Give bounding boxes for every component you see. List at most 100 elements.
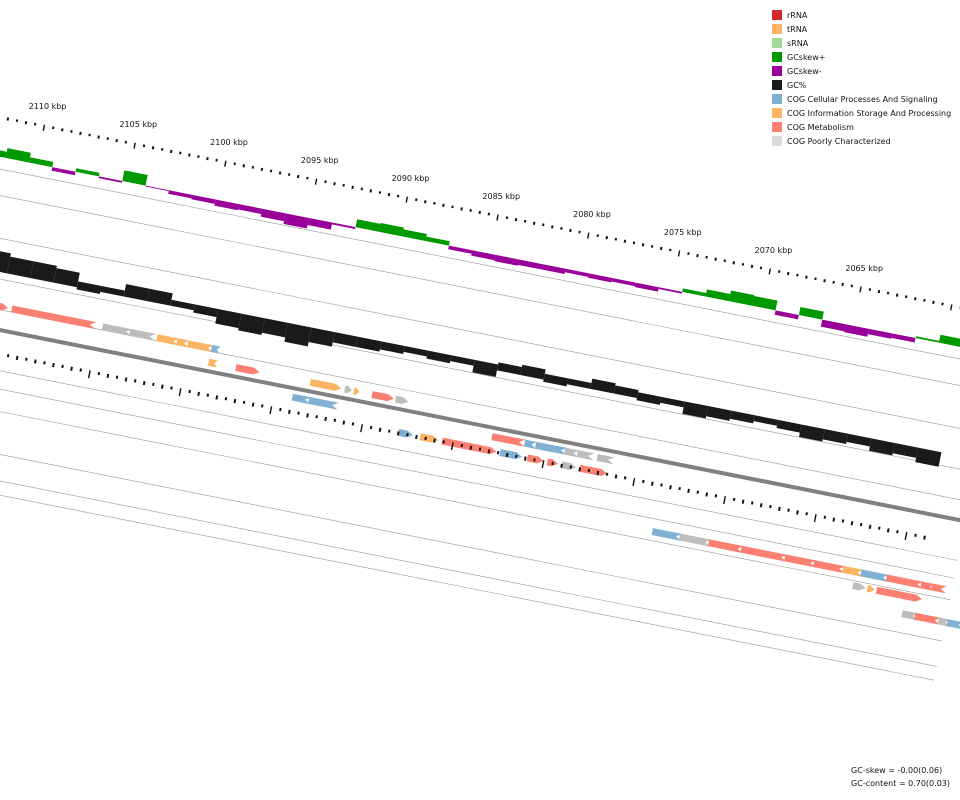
minor-tick [206,393,210,397]
gc-content-bar [753,415,779,426]
gc-skew-positive-bar [705,289,731,302]
minor-tick [714,494,718,498]
minor-tick [351,185,354,190]
legend-swatch [772,66,782,76]
gc-content-bar [379,341,405,355]
gene-arrow-cell [534,441,568,455]
minor-tick [306,413,309,418]
minor-tick [505,452,509,458]
gc-content-bar [520,364,546,380]
gc-content-bar [215,309,242,329]
gene-arrow-cell [291,393,312,405]
minor-tick [750,264,754,269]
minor-tick [188,389,191,394]
gene-arrow-info [309,378,342,391]
gc-skew-negative-bar [98,176,123,183]
gene-arrow-cell [946,619,960,629]
minor-tick [786,271,790,276]
minor-tick [297,411,300,415]
minor-tick [79,131,82,136]
minor-tick [841,282,844,287]
minor-tick [868,524,872,529]
gene-arrow-cell [860,569,890,582]
gc-content-bar [892,443,919,458]
major-tick [723,495,726,505]
minor-tick [623,239,627,243]
gene-arrow-meta [0,303,9,311]
minor-tick [469,445,473,450]
minor-tick [115,138,119,143]
gc-content-bar [590,378,616,394]
tick-label: 2080 kbp [573,210,611,219]
minor-tick [769,504,772,509]
gc-content-bar [356,336,382,352]
minor-tick [623,476,627,480]
legend-swatch [772,122,782,132]
gc-content-bar [284,322,312,347]
minor-tick [551,225,554,229]
gc-content-bar [30,261,57,283]
minor-tick [152,382,155,387]
gc-content-bar [776,419,802,433]
tick-label: 2075 kbp [664,228,702,237]
legend-item-gcskew-neg: GCskew- [772,64,951,78]
minor-tick [732,497,736,502]
gene-arrow-meta [875,586,922,602]
gene-arrow-poor [394,395,409,404]
gene-arrow-meta [885,574,924,589]
minor-tick [678,486,681,491]
gc-skew-negative-bar [471,250,496,261]
gc-content-bar [566,378,592,389]
gc-skew-positive-bar [728,290,755,306]
minor-tick [333,182,336,186]
minor-tick [895,293,899,297]
legend-swatch [772,24,782,34]
minor-tick [523,456,527,461]
minor-tick [6,117,10,121]
gc-skew-positive-bar [28,157,54,168]
legend-item-gcskew-pos: GCskew+ [772,50,951,64]
gene-arrow-info [156,334,180,346]
minor-tick [896,530,899,534]
gene-arrow-cell [651,528,683,541]
minor-tick [79,368,83,372]
legend-item-cog-information: COG Information Storage And Processing [772,106,951,120]
minor-tick [478,210,481,215]
guide-line [0,480,937,667]
gc-skew-negative-bar [494,254,519,266]
gc-skew-positive-bar [0,150,7,158]
gc-skew-positive-bar [682,288,707,297]
minor-tick [605,235,609,240]
minor-tick [215,395,219,400]
legend-label: sRNA [787,38,809,48]
legend: rRNA tRNA sRNA GCskew+ GCskew- GC% COG C… [772,8,951,148]
gc-content-bar [450,355,475,366]
legend-label: GCskew- [787,66,822,76]
gc-content-bar [822,429,849,444]
gc-skew-negative-bar [820,319,846,332]
gc-content-bar [238,313,265,335]
gc-content-bar [426,350,452,364]
minor-tick [669,485,672,490]
minor-tick [750,501,754,505]
guide-line [0,388,955,579]
major-tick [859,286,862,293]
minor-tick [460,443,464,448]
gc-content-bar [729,410,755,424]
gc-skew-positive-bar [5,148,31,163]
gc-skew-negative-bar [611,277,636,287]
legend-swatch [772,10,782,20]
minor-tick [369,189,373,193]
major-tick [42,124,46,131]
minor-tick [388,429,391,433]
gene-arrow-cell [397,428,413,438]
gc-content-bar [682,401,709,419]
major-tick [133,142,136,149]
minor-tick [433,438,436,443]
legend-label: COG Metabolism [787,122,854,132]
minor-tick [33,359,37,364]
minor-tick [378,427,382,432]
gc-content-bar [100,285,125,297]
minor-tick [160,384,164,389]
